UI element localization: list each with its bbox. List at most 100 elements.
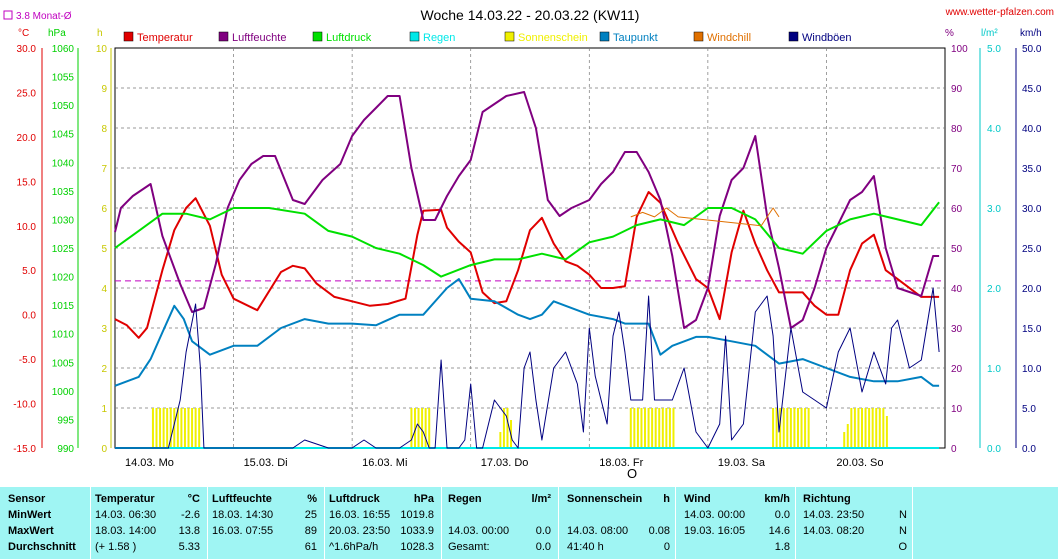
sunshine-bar — [502, 408, 505, 448]
wind-tick-label: 20.0 — [1022, 284, 1042, 295]
unit-temp: °C — [18, 28, 29, 39]
temp-tick-label: 5.0 — [22, 266, 36, 277]
legend-label: Temperatur — [137, 32, 193, 44]
legend: Temperatur Luftfeuchte Luftdruck Regen Sonne… — [123, 31, 852, 44]
wind-avg-val: 1.8 — [774, 541, 790, 553]
sunshine-bar — [843, 432, 846, 448]
sun-tick-label: 3 — [101, 324, 107, 335]
x-axis-label: 15.03. Di — [244, 457, 288, 469]
x-axis-label: 18.03. Fr — [599, 457, 643, 469]
grid — [114, 47, 946, 449]
stats-header-sun: Sonnenschein — [567, 493, 643, 505]
sunshine-bar — [428, 408, 431, 448]
sun-tick-label: 6 — [101, 204, 107, 215]
pressure-tick-label: 1015 — [52, 301, 75, 312]
sunshine-bar — [878, 408, 881, 448]
legend-swatch — [693, 31, 704, 42]
temp-tick-label: -10.0 — [13, 400, 36, 411]
sun-total-time: 41:40 h — [567, 541, 604, 553]
pressure-tick-label: 1035 — [52, 187, 75, 198]
sunshine-bar — [804, 408, 807, 448]
sunshine-bar — [782, 408, 785, 448]
wind-max-time: 19.03. 16:05 — [684, 525, 746, 537]
series-taupunkt-line — [114, 278, 940, 387]
sunshine-bar — [198, 408, 201, 448]
legend-swatch — [788, 31, 799, 42]
press-trend: ^1.6hPa/h — [329, 541, 379, 553]
weather-chart: Woche 14.03.22 - 20.03.22 (KW11) www.wet… — [3, 7, 1054, 481]
sunshine-bar — [194, 408, 197, 448]
rain-tick-label: 1.0 — [987, 364, 1001, 375]
sunshine-bar — [882, 408, 885, 448]
x-axis-labels: 14.03. Mo 15.03. Di 16.03. Mi 17.03. Do 18.0… — [125, 457, 884, 469]
sunshine-bars — [151, 408, 888, 448]
rain-tick-label: 4.0 — [987, 124, 1001, 135]
stats-header-pressure: Luftdruck — [329, 493, 380, 505]
hum-max-time: 16.03. 07:55 — [212, 525, 274, 537]
sunshine-bar — [654, 408, 657, 448]
temp-tick-label: 0.0 — [22, 311, 36, 322]
wind-min-val: 0.0 — [774, 509, 790, 521]
press-max-val: 1033.9 — [400, 525, 434, 537]
sunshine-bar — [796, 408, 799, 448]
temp-max-val: 13.8 — [178, 525, 200, 537]
stats-header-rain: Regen — [448, 493, 482, 505]
chart-title: Woche 14.03.22 - 20.03.22 (KW11) — [421, 7, 640, 23]
sunshine-bar — [417, 408, 420, 448]
legend-label: Regen — [423, 32, 455, 44]
stats-unit-temp: °C — [187, 493, 200, 505]
sunshine-bar — [183, 408, 186, 448]
sunshine-bar — [871, 408, 874, 448]
stats-unit-sun: h — [663, 493, 670, 505]
sunshine-bar — [850, 408, 853, 448]
sunshine-bar — [647, 408, 650, 448]
sun-tick-label: 1 — [101, 404, 107, 415]
stats-header-temp: Temperatur — [95, 493, 155, 505]
stats-col-sensor: Sensor MinWert MaxWert Durchschnitt — [0, 487, 90, 559]
hum-min-time: 18.03. 14:30 — [212, 509, 274, 521]
pressure-tick-label: 1000 — [52, 387, 75, 398]
sunshine-bar — [885, 416, 888, 448]
temp-min-val: -2.6 — [181, 509, 200, 521]
wind-min-time: 14.03. 00:00 — [684, 509, 746, 521]
sun-max-val: 0.08 — [648, 525, 670, 537]
pressure-tick-label: 1055 — [52, 73, 75, 84]
hum-min-val: 25 — [304, 509, 317, 521]
monthly-avg-icon — [3, 10, 13, 20]
stats-col-temp: Temperatur °C 14.03. 06:30 -2.6 18.03. 1… — [90, 487, 208, 559]
pressure-tick-label: 1045 — [52, 130, 75, 141]
pressure-tick-label: 1020 — [52, 273, 75, 284]
sunshine-bar — [651, 408, 654, 448]
stats-header-direction: Richtung — [803, 493, 851, 505]
humidity-tick-label: 30 — [951, 324, 963, 335]
sun-tick-label: 8 — [101, 124, 107, 135]
sunshine-bar — [629, 408, 632, 448]
sunshine-bar — [665, 408, 668, 448]
hum-avg-val: 61 — [304, 541, 317, 553]
sunshine-bar — [633, 408, 636, 448]
sun-tick-label: 7 — [101, 164, 107, 175]
humidity-tick-label: 100 — [951, 44, 968, 55]
legend-swatch — [312, 31, 323, 42]
rain-tick-label: 0.0 — [987, 444, 1001, 455]
monthly-avg-label: 3.8 Monat-Ø — [16, 11, 72, 22]
sunshine-bar — [658, 408, 661, 448]
temp-tick-label: 20.0 — [17, 133, 37, 144]
legend-label: Luftdruck — [326, 32, 372, 44]
source-label: www.wetter-pfalzen.com — [945, 7, 1054, 18]
temp-avg-diff: (+ 1.58 ) — [95, 541, 137, 553]
sunshine-bar — [786, 408, 789, 448]
wind-tick-label: 15.0 — [1022, 324, 1042, 335]
legend-label: Windchill — [707, 32, 751, 44]
series-luftfeuchte-line — [114, 91, 940, 329]
stats-header-humidity: Luftfeuchte — [212, 493, 272, 505]
temp-tick-label: 30.0 — [17, 44, 37, 55]
sun-tick-label: 0 — [101, 444, 107, 455]
sunshine-bar — [875, 408, 878, 448]
wind-tick-label: 35.0 — [1022, 164, 1042, 175]
x-axis-label: 17.03. Do — [481, 457, 529, 469]
sun-tick-label: 2 — [101, 364, 107, 375]
hum-max-val: 89 — [304, 525, 317, 537]
sunshine-bar — [191, 408, 194, 448]
press-max-time: 20.03. 23:50 — [329, 525, 391, 537]
